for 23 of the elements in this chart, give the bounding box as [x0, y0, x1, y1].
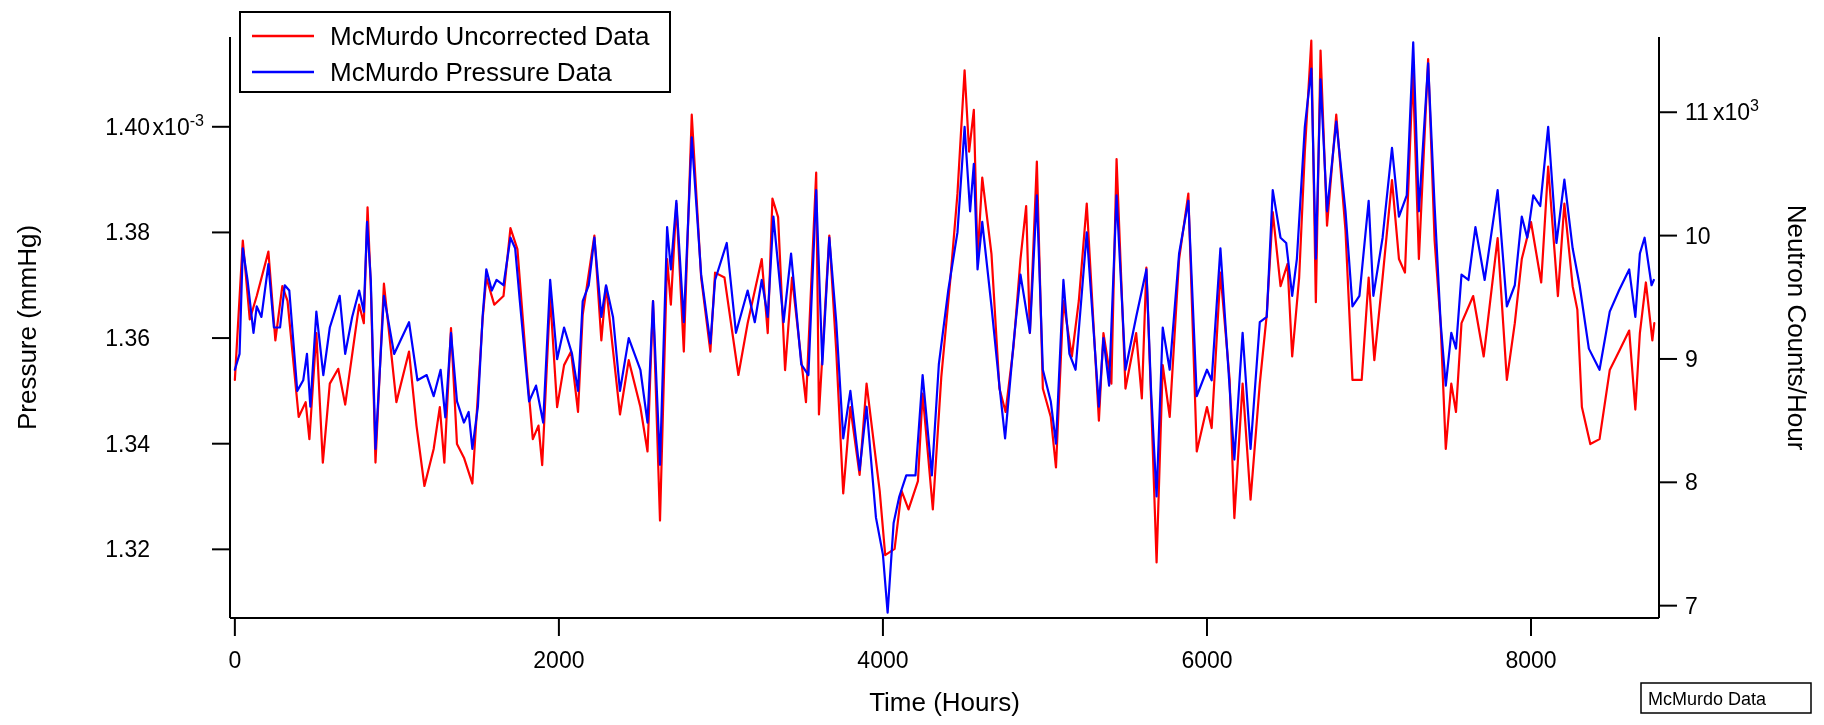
y-tick-label: 1.40	[105, 113, 150, 140]
text: McMurdo Data	[1648, 689, 1768, 709]
legend-label: McMurdo Uncorrected Data	[330, 21, 650, 51]
x-tick-label: 0	[228, 647, 242, 673]
y-tick-label: 1.38	[105, 219, 150, 246]
y2-tick-label: 9	[1685, 345, 1698, 372]
text: x10$^{3}$	[1713, 96, 1760, 126]
y2-tick-label: 7	[1685, 592, 1698, 619]
y2-axis-title: Neutron Counts/Hour	[1782, 204, 1812, 451]
text: x10$^{-3}$	[152, 110, 205, 140]
legend-label: McMurdo Pressure Data	[330, 57, 613, 87]
y-tick-label: 1.32	[105, 536, 150, 563]
y2-tick-label: 8	[1685, 469, 1698, 496]
x-tick-label: 4000	[857, 647, 909, 673]
y-axis-title: Pressure (mmHg)	[12, 224, 42, 431]
x-tick-label: 8000	[1505, 647, 1557, 673]
y-tick-label: 1.34	[105, 430, 151, 457]
y2-tick-label: 10	[1685, 222, 1711, 249]
x-tick-label: 2000	[533, 647, 585, 673]
y-tick-label: 1.36	[105, 325, 150, 352]
y2-tick-label: 11	[1685, 99, 1709, 126]
x-axis-title: Time (Hours)	[869, 687, 1020, 717]
x-tick-label: 6000	[1181, 647, 1233, 673]
